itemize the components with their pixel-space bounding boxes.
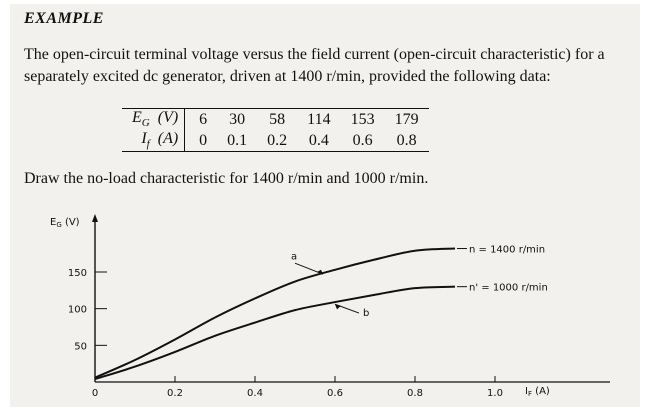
x-tick-label: 0 [92, 388, 98, 399]
y-axis-arrow [92, 214, 98, 222]
instruction-text: Draw the no-load characteristic for 1400… [24, 170, 429, 187]
x-tick-label: 0.8 [407, 388, 423, 399]
table-cell: 6 [189, 108, 218, 130]
curve-marker-label: b [363, 308, 369, 319]
x-tick-label: 0.2 [167, 388, 183, 399]
curve-marker-label: a [291, 252, 297, 263]
arrowhead [335, 304, 341, 310]
series-line [94, 247, 456, 379]
table-cell: 153 [340, 108, 385, 130]
arrowhead [317, 269, 323, 275]
table-cell: 0.8 [384, 130, 429, 152]
data-table: EG (V) 6 30 58 114 153 179 If (A) 0 0.1 … [122, 108, 429, 152]
eg-row-label: EG (V) [122, 108, 185, 130]
series-label: n' = 1000 r/min [469, 283, 548, 294]
table-cell: 114 [297, 108, 341, 130]
series-label: n = 1400 r/min [469, 245, 545, 256]
table-cell: 0.1 [217, 130, 258, 152]
if-row-label: If (A) [122, 130, 185, 152]
table-cell: 0.6 [340, 130, 385, 152]
example-heading: EXAMPLE [24, 10, 104, 27]
y-tick-label: 50 [74, 341, 87, 352]
problem-statement: The open-circuit terminal voltage versus… [24, 46, 605, 85]
x-tick-label: 0.4 [247, 388, 263, 399]
table-cell: 30 [217, 108, 258, 130]
table-cell: 0 [189, 130, 218, 152]
chart: EG (V) IF (A) 0 0.2 0.4 0.6 0.8 1.0 50 100 150 n… [50, 214, 610, 399]
table-cell: 58 [257, 108, 298, 130]
table-cell: 179 [384, 108, 429, 130]
y-tick-label: 150 [68, 268, 87, 279]
table-cell: 0.4 [297, 130, 341, 152]
x-tick-label: 1.0 [487, 388, 503, 399]
y-axis-label: EG (V) [50, 217, 80, 229]
series-line [94, 285, 456, 381]
textbook-page: EXAMPLE The open-circuit terminal voltag… [10, 4, 640, 407]
table-cell: 0.2 [257, 130, 298, 152]
y-tick-label: 100 [68, 305, 87, 316]
x-tick-label: 0.6 [327, 388, 343, 399]
x-axis-label: IF (A) [525, 386, 550, 398]
